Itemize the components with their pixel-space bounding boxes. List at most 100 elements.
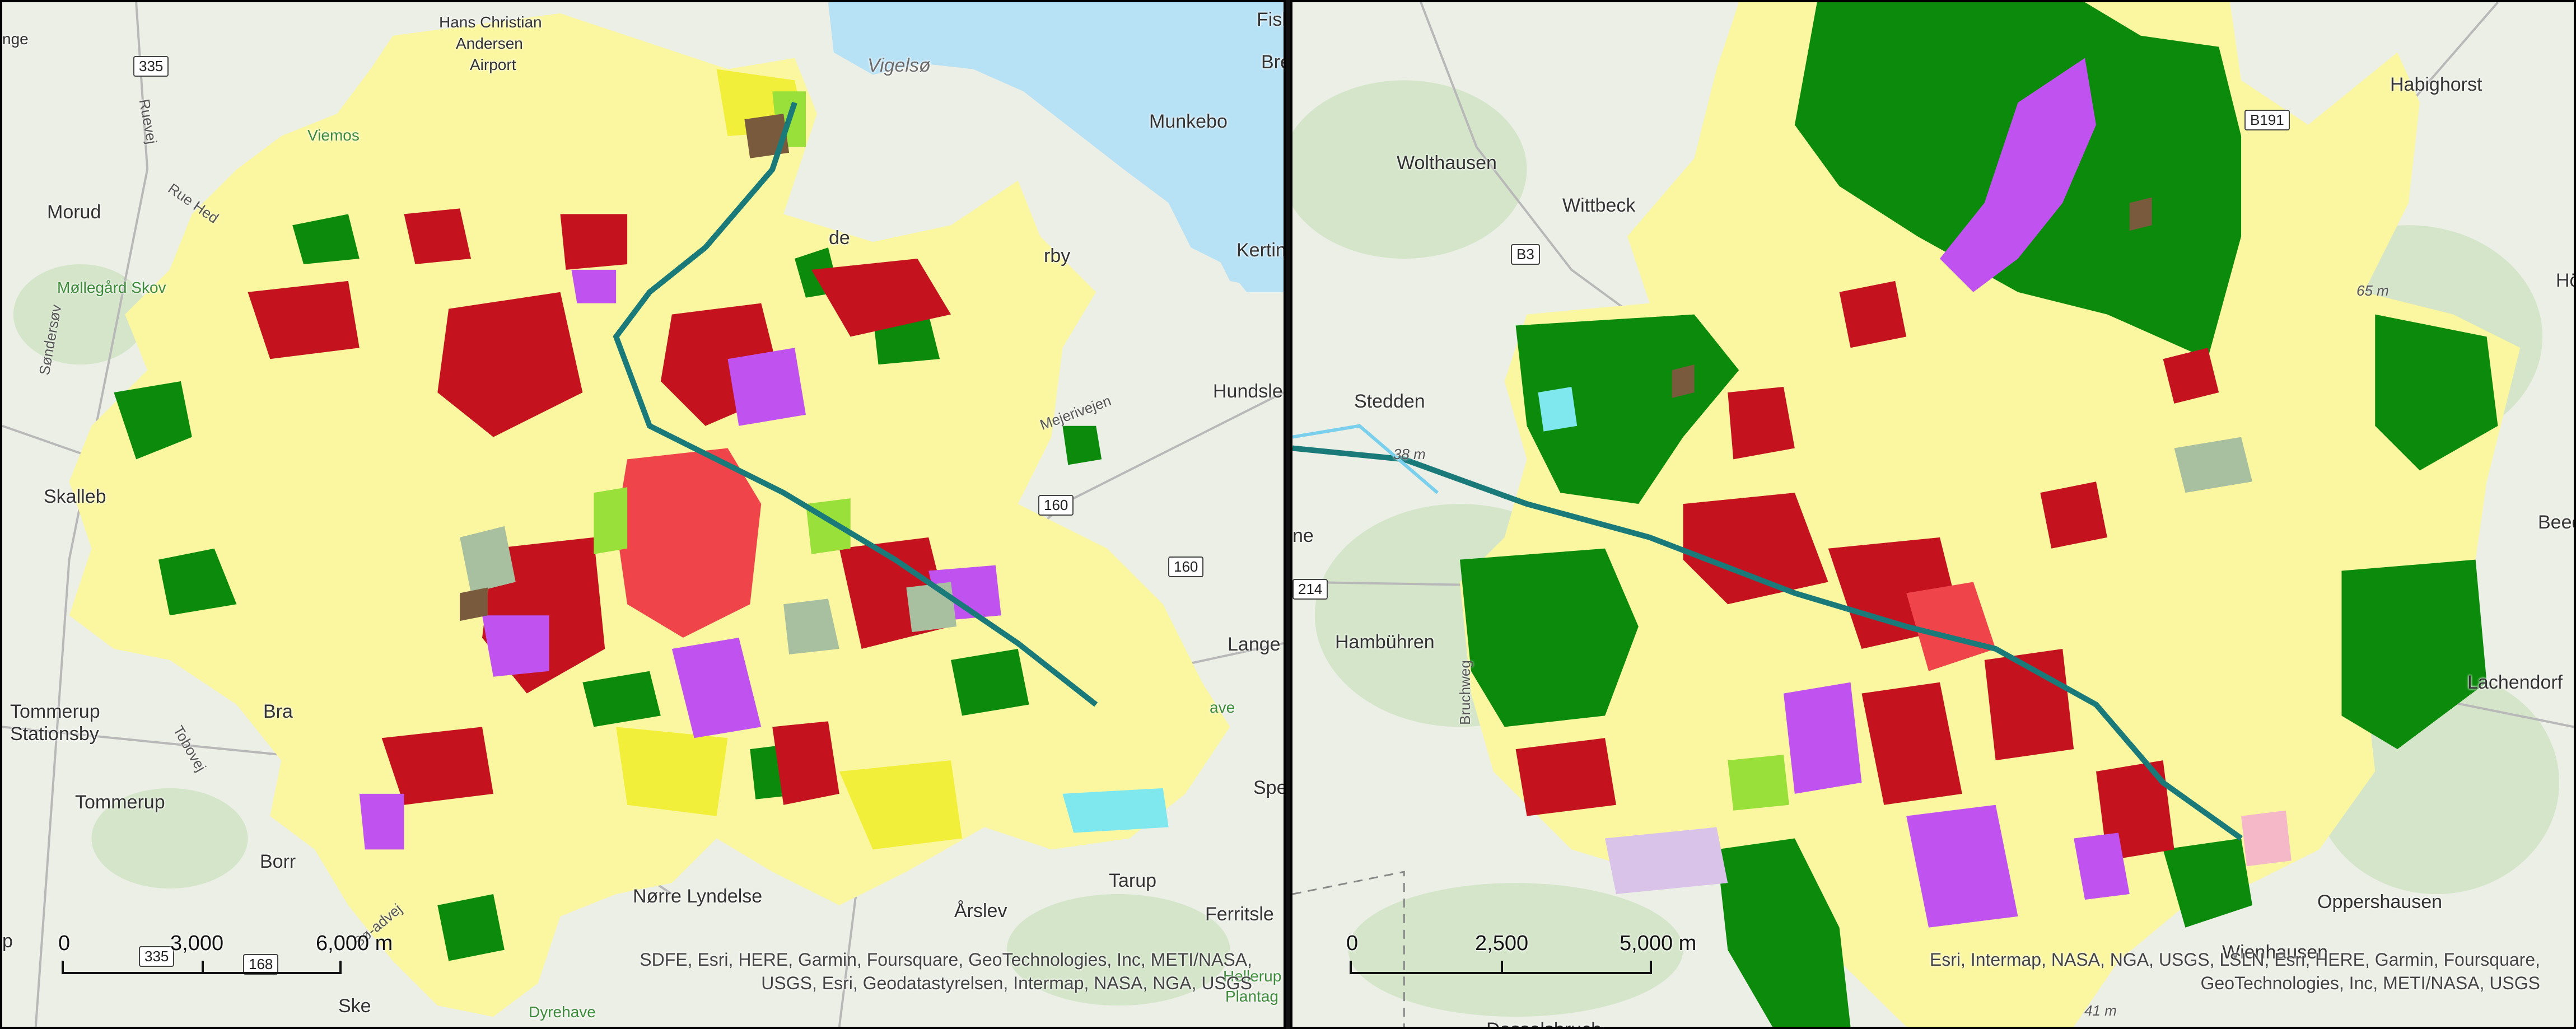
elevation-label: 65 m bbox=[2356, 282, 2389, 299]
place-label: Wienhausen bbox=[2222, 942, 2328, 963]
place-label: Höfe bbox=[2556, 270, 2574, 291]
scale-tick bbox=[1650, 961, 1652, 974]
place-label: Airport bbox=[470, 56, 516, 73]
water-label: Vigelsø bbox=[867, 55, 931, 76]
water-body-cove bbox=[1196, 203, 1284, 292]
attribution-line: GeoTechnologies, Inc, METI/NASA, USGS bbox=[2200, 972, 2540, 993]
scale-tick bbox=[1501, 961, 1503, 974]
river-odense-aa bbox=[613, 101, 1098, 707]
road-shield: B3 bbox=[1511, 244, 1540, 265]
attribution-text: Esri, Intermap, NASA, NGA, USGS, LSLN, E… bbox=[1930, 948, 2540, 995]
landuse-wetland bbox=[1062, 788, 1169, 833]
place-label: Spendru bbox=[1253, 777, 1286, 798]
place-label: Hans Christian bbox=[439, 13, 542, 31]
place-label: rby bbox=[1044, 245, 1071, 266]
road-shield: B191 bbox=[2244, 110, 2290, 130]
attribution-line: Esri, Intermap, NASA, NGA, USGS, LSLN, E… bbox=[1929, 950, 2540, 970]
place-label: de bbox=[829, 227, 850, 249]
road-shield: 168 bbox=[243, 954, 279, 975]
water-body-fjord bbox=[828, 2, 1284, 292]
road-label: Bruchweg bbox=[1456, 660, 1473, 725]
map-panel-left[interactable]: nge Hans Christian Andersen Airport Vige… bbox=[0, 0, 1286, 1029]
landuse-commercial bbox=[359, 269, 1001, 850]
landuse-mixed bbox=[2241, 810, 2292, 867]
place-label: Skalleb bbox=[44, 486, 106, 507]
landuse-greyspace bbox=[2174, 437, 2253, 493]
map-canvas-right[interactable] bbox=[1292, 2, 2574, 1027]
elevation-label: 38 m bbox=[1393, 446, 1426, 462]
place-label: Tommerup bbox=[10, 701, 100, 722]
attribution-line: SDFE, Esri, HERE, Garmin, Foursquare, Ge… bbox=[640, 950, 1252, 970]
place-label: Stationsby bbox=[10, 723, 99, 745]
place-label: Møllegård Skov bbox=[57, 279, 166, 296]
place-label: ave bbox=[1210, 699, 1235, 716]
place-label: p bbox=[2, 930, 13, 952]
map-canvas-left[interactable] bbox=[2, 2, 1284, 1027]
place-label: Stedden bbox=[1354, 391, 1425, 412]
place-label: Bre bbox=[1261, 52, 1284, 73]
place-label: Wolthausen bbox=[1397, 152, 1497, 174]
landuse-area-outline bbox=[1459, 2, 2521, 1027]
attribution-text: SDFE, Esri, HERE, Garmin, Foursquare, Ge… bbox=[640, 948, 1252, 995]
place-label: Dyrehave bbox=[529, 1003, 596, 1021]
place-label: Tarup bbox=[1109, 870, 1157, 891]
landuse-parks bbox=[1728, 755, 1789, 811]
place-label: Viemos bbox=[307, 127, 360, 144]
place-label: Borr bbox=[260, 851, 296, 872]
place-label: Andersen bbox=[456, 35, 523, 52]
landuse-farmland bbox=[839, 760, 963, 850]
place-label: Plantag bbox=[1225, 988, 1278, 1005]
place-label: Nørre Lyndelse bbox=[633, 886, 763, 907]
landuse-quarry bbox=[460, 587, 488, 621]
scale-tick bbox=[339, 961, 342, 974]
place-label: Ferritsle bbox=[1205, 904, 1274, 925]
scale-tick bbox=[202, 961, 204, 974]
landuse-institutional bbox=[1605, 827, 1728, 895]
scale-tick-label: 0 bbox=[1346, 932, 1359, 955]
place-label: Oppershausen bbox=[2317, 891, 2443, 913]
place-label: Munkebo bbox=[1149, 111, 1228, 132]
landuse-city-center bbox=[616, 448, 762, 638]
scale-bar: 0 3,000 6,000 m bbox=[58, 932, 393, 976]
scale-tick-label: 3,000 bbox=[170, 932, 224, 955]
place-label: Hambühren bbox=[1335, 632, 1435, 653]
river-aller bbox=[1292, 445, 2243, 841]
place-label: Fisk bbox=[1257, 9, 1284, 30]
scale-tick bbox=[62, 961, 64, 974]
place-label: Hellerup bbox=[1223, 967, 1282, 985]
scale-tick-label: 6,000 m bbox=[316, 932, 393, 955]
road-shield: 160 bbox=[1168, 556, 1204, 577]
place-label: Bra bbox=[263, 701, 293, 722]
landuse-quarry bbox=[1672, 364, 1695, 398]
scale-tick-label: 5,000 m bbox=[1620, 932, 1697, 955]
place-label: Habighorst bbox=[2390, 74, 2482, 95]
basemap-woods bbox=[1006, 894, 1230, 1006]
road-shield: 335 bbox=[133, 56, 169, 77]
place-label: Lachendorf bbox=[2467, 672, 2563, 693]
attribution-line: USGS, Esri, Geodatastyrelsen, Intermap, … bbox=[761, 972, 1252, 993]
landuse-wetland bbox=[1538, 386, 1578, 432]
scale-tick-label: 0 bbox=[58, 932, 71, 955]
place-label: Årslev bbox=[954, 900, 1007, 922]
place-label: Dasselsbruch bbox=[1486, 1020, 1602, 1027]
elevation-label: 41 m bbox=[2084, 1002, 2117, 1019]
place-label: ne bbox=[1292, 525, 1314, 546]
landuse-farmland bbox=[616, 727, 728, 816]
basemap-woods bbox=[91, 788, 248, 889]
scale-tick bbox=[1350, 961, 1352, 974]
place-label: Morud bbox=[47, 202, 101, 223]
map-panel-right[interactable]: Habighorst Wolthausen Wittbeck Höfe Sted… bbox=[1290, 0, 2576, 1029]
place-label: Wittbeck bbox=[1562, 195, 1636, 216]
landuse-commercial-north bbox=[1939, 58, 2096, 292]
scale-tick-label: 2,500 bbox=[1475, 932, 1529, 955]
stream bbox=[1292, 424, 1439, 494]
road-shield: 160 bbox=[1038, 495, 1074, 516]
place-label: Lange bbox=[1228, 634, 1281, 655]
landuse-quarry bbox=[2129, 197, 2152, 231]
place-label: Beeden bbox=[2538, 512, 2574, 533]
place-label: Kertin bbox=[1236, 240, 1286, 261]
place-label: Hundsle bbox=[1213, 381, 1283, 402]
place-label: Tommerup bbox=[75, 792, 165, 813]
place-label: nge bbox=[2, 30, 29, 48]
boundary-line bbox=[1292, 871, 1405, 1027]
